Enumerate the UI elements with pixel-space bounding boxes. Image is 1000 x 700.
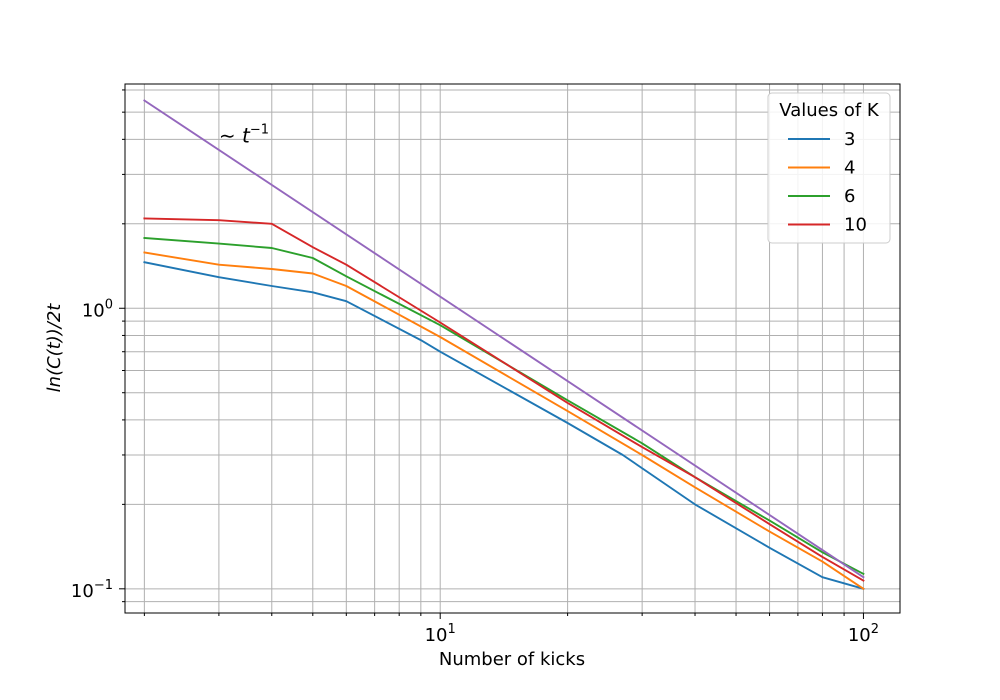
grid <box>125 84 900 613</box>
legend: Values of K 3 4 6 10 <box>767 92 891 244</box>
legend-title: Values of K <box>779 100 880 121</box>
x-axis-label: Number of kicks <box>439 649 585 670</box>
series-line-k10 <box>143 217 865 582</box>
x-tick-label: 101 <box>425 622 456 646</box>
y-tick-label: 100 <box>82 297 113 321</box>
legend-label-k3: 3 <box>844 129 855 150</box>
series-line-k3 <box>143 261 865 590</box>
power-law-exponent: −1 <box>250 122 269 137</box>
y-tick-label: 10−1 <box>71 578 113 602</box>
power-law-annotation: ∼ t−1 <box>219 122 269 147</box>
series-line-k4 <box>143 251 865 591</box>
legend-label-k10: 10 <box>844 215 867 236</box>
x-tick-label: 102 <box>848 622 879 646</box>
plot-frame <box>124 83 901 614</box>
power-law-prefix: ∼ t <box>219 123 251 147</box>
y-axis-label: ln(C(t))/2t <box>44 303 65 393</box>
reference-line-t-inverse <box>143 99 865 579</box>
legend-entries: 3 4 6 10 <box>788 129 867 236</box>
legend-label-k6: 6 <box>844 186 855 207</box>
plot-lines <box>143 99 865 591</box>
legend-label-k4: 4 <box>844 158 855 179</box>
